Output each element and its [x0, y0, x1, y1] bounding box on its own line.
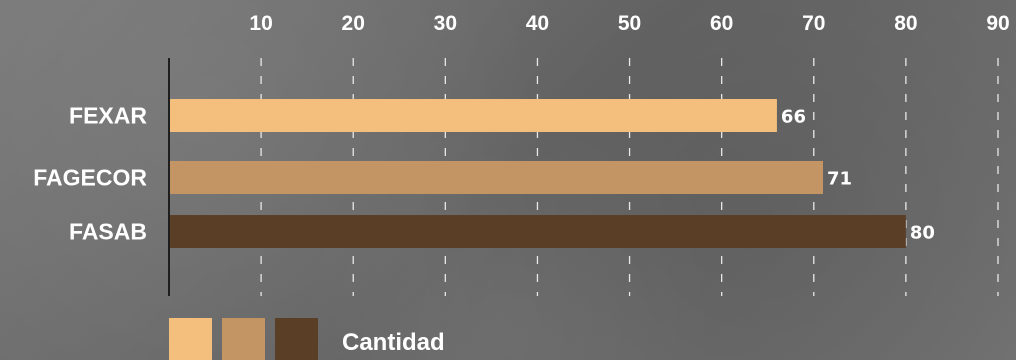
- legend-label: Cantidad: [342, 329, 445, 356]
- legend: Cantidad: [169, 318, 445, 360]
- x-tick-label-90: 90: [986, 12, 1009, 35]
- category-label-fagecor: FAGECOR: [33, 165, 147, 191]
- bar-fasab: [169, 215, 906, 248]
- x-tick-label-50: 50: [618, 12, 641, 35]
- value-label-fasab: 80: [910, 223, 935, 244]
- x-tick-label-30: 30: [434, 12, 457, 35]
- x-axis-ticks: 10 20 30 40 50 60 70 80 90: [249, 12, 1009, 35]
- bar-fagecor: [169, 161, 823, 194]
- x-tick-label-40: 40: [526, 12, 549, 35]
- legend-swatch-1: [169, 318, 212, 360]
- legend-swatch-3: [275, 318, 318, 360]
- value-label-fexar: 66: [781, 107, 806, 128]
- x-tick-label-10: 10: [249, 12, 272, 35]
- category-label-fexar: FEXAR: [69, 103, 147, 129]
- category-label-fasab: FASAB: [69, 219, 147, 245]
- legend-swatch-2: [222, 318, 265, 360]
- x-tick-label-60: 60: [710, 12, 733, 35]
- bars-layer: FEXAR 66 FAGECOR 71 FASAB 80: [33, 99, 935, 248]
- bar-fexar: [169, 99, 777, 132]
- grid-layer: [260, 58, 999, 296]
- value-label-fagecor: 71: [827, 169, 852, 190]
- x-tick-label-80: 80: [894, 12, 917, 35]
- x-tick-label-70: 70: [802, 12, 825, 35]
- x-tick-label-20: 20: [342, 12, 365, 35]
